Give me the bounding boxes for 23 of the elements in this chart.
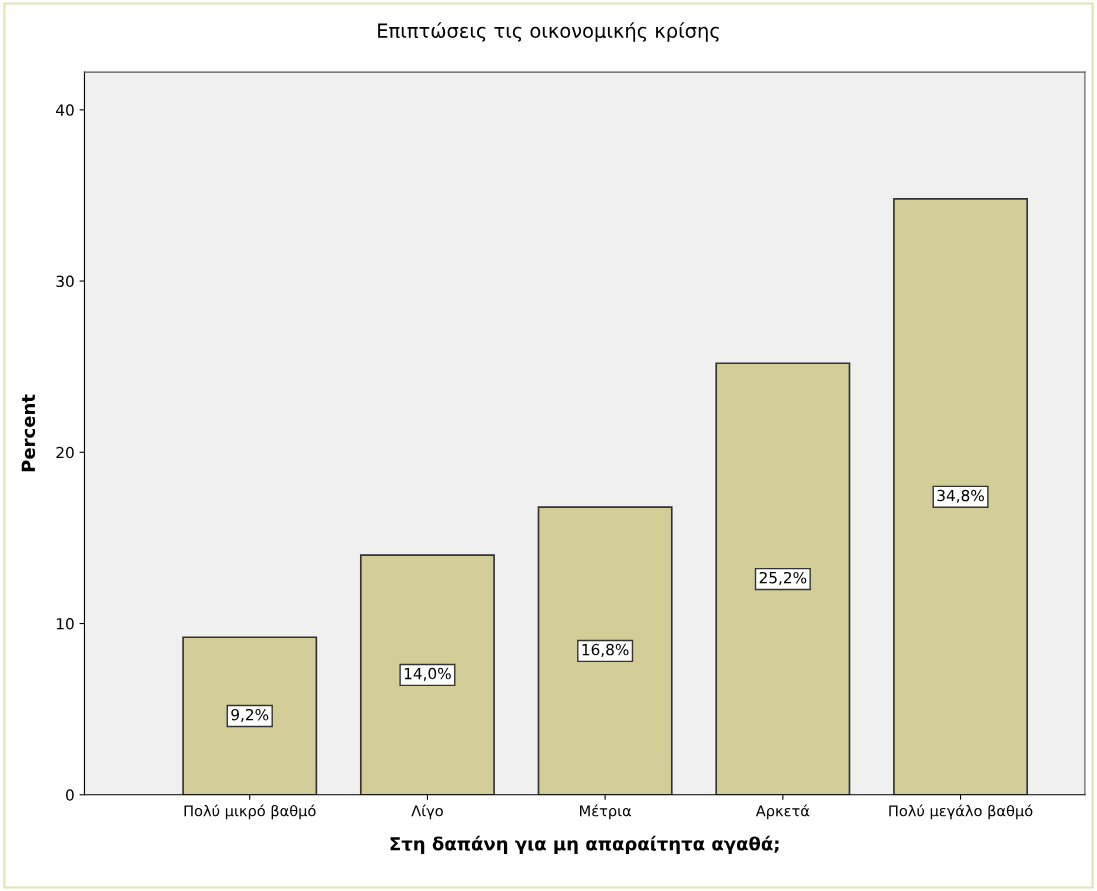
data-label: 14,0% xyxy=(404,667,451,681)
data-label: 9,2% xyxy=(231,708,269,722)
bar xyxy=(359,554,495,795)
y-tick-label: 30 xyxy=(56,275,74,288)
data-label: 34,8% xyxy=(937,489,984,503)
x-tick-label: Μέτρια xyxy=(580,804,631,820)
data-label: 16,8% xyxy=(582,643,629,657)
x-tick-label: Πολύ μικρό βαθμό xyxy=(184,804,316,820)
bar xyxy=(893,198,1029,795)
x-tick-label: Λίγο xyxy=(411,804,443,820)
x-tick-label: Πολύ μεγάλο βαθμό xyxy=(889,804,1033,820)
data-label: 25,2% xyxy=(759,571,807,586)
y-tick-label: 20 xyxy=(56,446,74,459)
y-tick-label: 40 xyxy=(56,104,74,116)
y-tick-label: 10 xyxy=(56,618,74,630)
y-axis-title: Percent xyxy=(21,394,36,472)
bar xyxy=(182,636,318,795)
bar xyxy=(715,362,851,795)
x-tick-label: Αρκετά xyxy=(755,804,810,820)
y-tick-label: 0 xyxy=(66,789,74,801)
chart-title: Επιπτώσεις τις οικονομικής κρίσης xyxy=(378,22,719,42)
bar xyxy=(537,506,673,795)
x-axis-title: Στη δαπάνη για μη απαραίτητα αγαθά; xyxy=(390,835,779,855)
